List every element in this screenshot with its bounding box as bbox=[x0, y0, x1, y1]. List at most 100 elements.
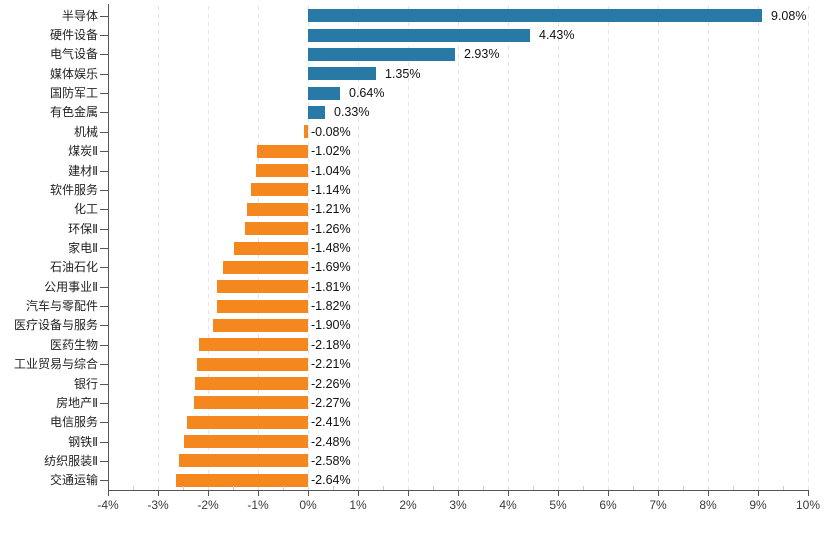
bar bbox=[308, 87, 340, 100]
y-tick bbox=[100, 112, 108, 113]
category-label: 媒体娱乐 bbox=[49, 67, 98, 81]
x-tick-label: 9% bbox=[749, 498, 767, 512]
x-major-tick bbox=[658, 491, 659, 496]
gridline bbox=[358, 6, 359, 490]
bar bbox=[234, 242, 308, 255]
x-tick-label: -3% bbox=[147, 498, 169, 512]
x-minor-tick bbox=[383, 486, 384, 490]
x-major-tick bbox=[108, 491, 109, 496]
y-tick bbox=[100, 190, 108, 191]
value-label: -1.26% bbox=[311, 222, 351, 236]
y-tick bbox=[100, 267, 108, 268]
y-tick bbox=[100, 480, 108, 481]
y-tick bbox=[100, 209, 108, 210]
category-label: 钢铁Ⅱ bbox=[68, 435, 98, 449]
x-tick-label: 8% bbox=[699, 498, 717, 512]
x-tick-label: 0% bbox=[299, 498, 317, 512]
value-label: -1.14% bbox=[311, 183, 351, 197]
category-label: 机械 bbox=[73, 125, 98, 139]
gridline bbox=[808, 6, 809, 490]
x-major-tick bbox=[258, 491, 259, 496]
gridline bbox=[658, 6, 659, 490]
x-minor-tick bbox=[283, 486, 284, 490]
value-label: -2.27% bbox=[311, 396, 351, 410]
x-major-tick bbox=[708, 491, 709, 496]
x-minor-tick bbox=[333, 486, 334, 490]
y-tick bbox=[100, 132, 108, 133]
category-label: 建材Ⅱ bbox=[68, 164, 98, 178]
value-label: -2.48% bbox=[311, 435, 351, 449]
x-minor-tick bbox=[533, 486, 534, 490]
x-major-tick bbox=[358, 491, 359, 496]
category-label: 电气设备 bbox=[49, 47, 98, 61]
value-label: -1.02% bbox=[311, 144, 351, 158]
y-axis bbox=[108, 4, 109, 490]
x-tick-label: 4% bbox=[499, 498, 517, 512]
y-tick bbox=[100, 364, 108, 365]
value-label: -1.69% bbox=[311, 260, 351, 274]
value-label: 4.43% bbox=[539, 28, 575, 42]
bar bbox=[304, 125, 308, 138]
y-tick bbox=[100, 16, 108, 17]
value-label: -2.18% bbox=[311, 338, 351, 352]
value-label: -1.90% bbox=[311, 318, 351, 332]
bar bbox=[256, 164, 308, 177]
category-label: 化工 bbox=[73, 202, 98, 216]
bar bbox=[308, 29, 530, 42]
gridline bbox=[158, 6, 159, 490]
value-label: -2.21% bbox=[311, 357, 351, 371]
y-tick bbox=[100, 74, 108, 75]
category-label: 石油石化 bbox=[49, 260, 98, 274]
x-tick-label: 7% bbox=[649, 498, 667, 512]
x-major-tick bbox=[808, 491, 809, 496]
category-label: 软件服务 bbox=[49, 183, 98, 197]
y-tick bbox=[100, 229, 108, 230]
y-tick bbox=[100, 345, 108, 346]
y-tick bbox=[100, 461, 108, 462]
x-minor-tick bbox=[683, 486, 684, 490]
x-minor-tick bbox=[433, 486, 434, 490]
bar bbox=[245, 222, 308, 235]
value-label: -2.58% bbox=[311, 454, 351, 468]
value-label: -1.04% bbox=[311, 164, 351, 178]
x-tick-label: -2% bbox=[197, 498, 219, 512]
category-label: 煤炭Ⅱ bbox=[68, 144, 98, 158]
bar bbox=[195, 377, 308, 390]
value-label: -0.08% bbox=[311, 125, 351, 139]
y-tick bbox=[100, 325, 108, 326]
category-label: 医药生物 bbox=[49, 338, 98, 352]
value-label: -2.41% bbox=[311, 415, 351, 429]
bar bbox=[197, 358, 308, 371]
y-tick bbox=[100, 384, 108, 385]
value-label: -1.21% bbox=[311, 202, 351, 216]
y-tick bbox=[100, 403, 108, 404]
value-label: -2.64% bbox=[311, 473, 351, 487]
x-tick-label: 5% bbox=[549, 498, 567, 512]
y-tick bbox=[100, 422, 108, 423]
x-tick-label: 1% bbox=[349, 498, 367, 512]
x-tick-label: 6% bbox=[599, 498, 617, 512]
value-label: -1.82% bbox=[311, 299, 351, 313]
bar bbox=[308, 9, 762, 22]
y-tick bbox=[100, 287, 108, 288]
x-major-tick bbox=[508, 491, 509, 496]
x-tick-label: 3% bbox=[449, 498, 467, 512]
category-label: 纺织服装Ⅱ bbox=[44, 454, 98, 468]
y-tick bbox=[100, 35, 108, 36]
bar bbox=[213, 319, 308, 332]
bar bbox=[308, 67, 376, 80]
x-axis bbox=[108, 490, 809, 491]
y-tick bbox=[100, 442, 108, 443]
category-label: 房地产Ⅱ bbox=[56, 396, 98, 410]
x-minor-tick bbox=[733, 486, 734, 490]
y-tick bbox=[100, 171, 108, 172]
x-minor-tick bbox=[483, 486, 484, 490]
category-label: 国防军工 bbox=[49, 86, 98, 100]
value-label: 0.33% bbox=[334, 105, 370, 119]
bar bbox=[308, 106, 325, 119]
gridline bbox=[308, 6, 309, 490]
category-label: 环保Ⅱ bbox=[68, 222, 98, 236]
gridline bbox=[758, 6, 759, 490]
x-minor-tick bbox=[783, 486, 784, 490]
bar bbox=[179, 454, 308, 467]
